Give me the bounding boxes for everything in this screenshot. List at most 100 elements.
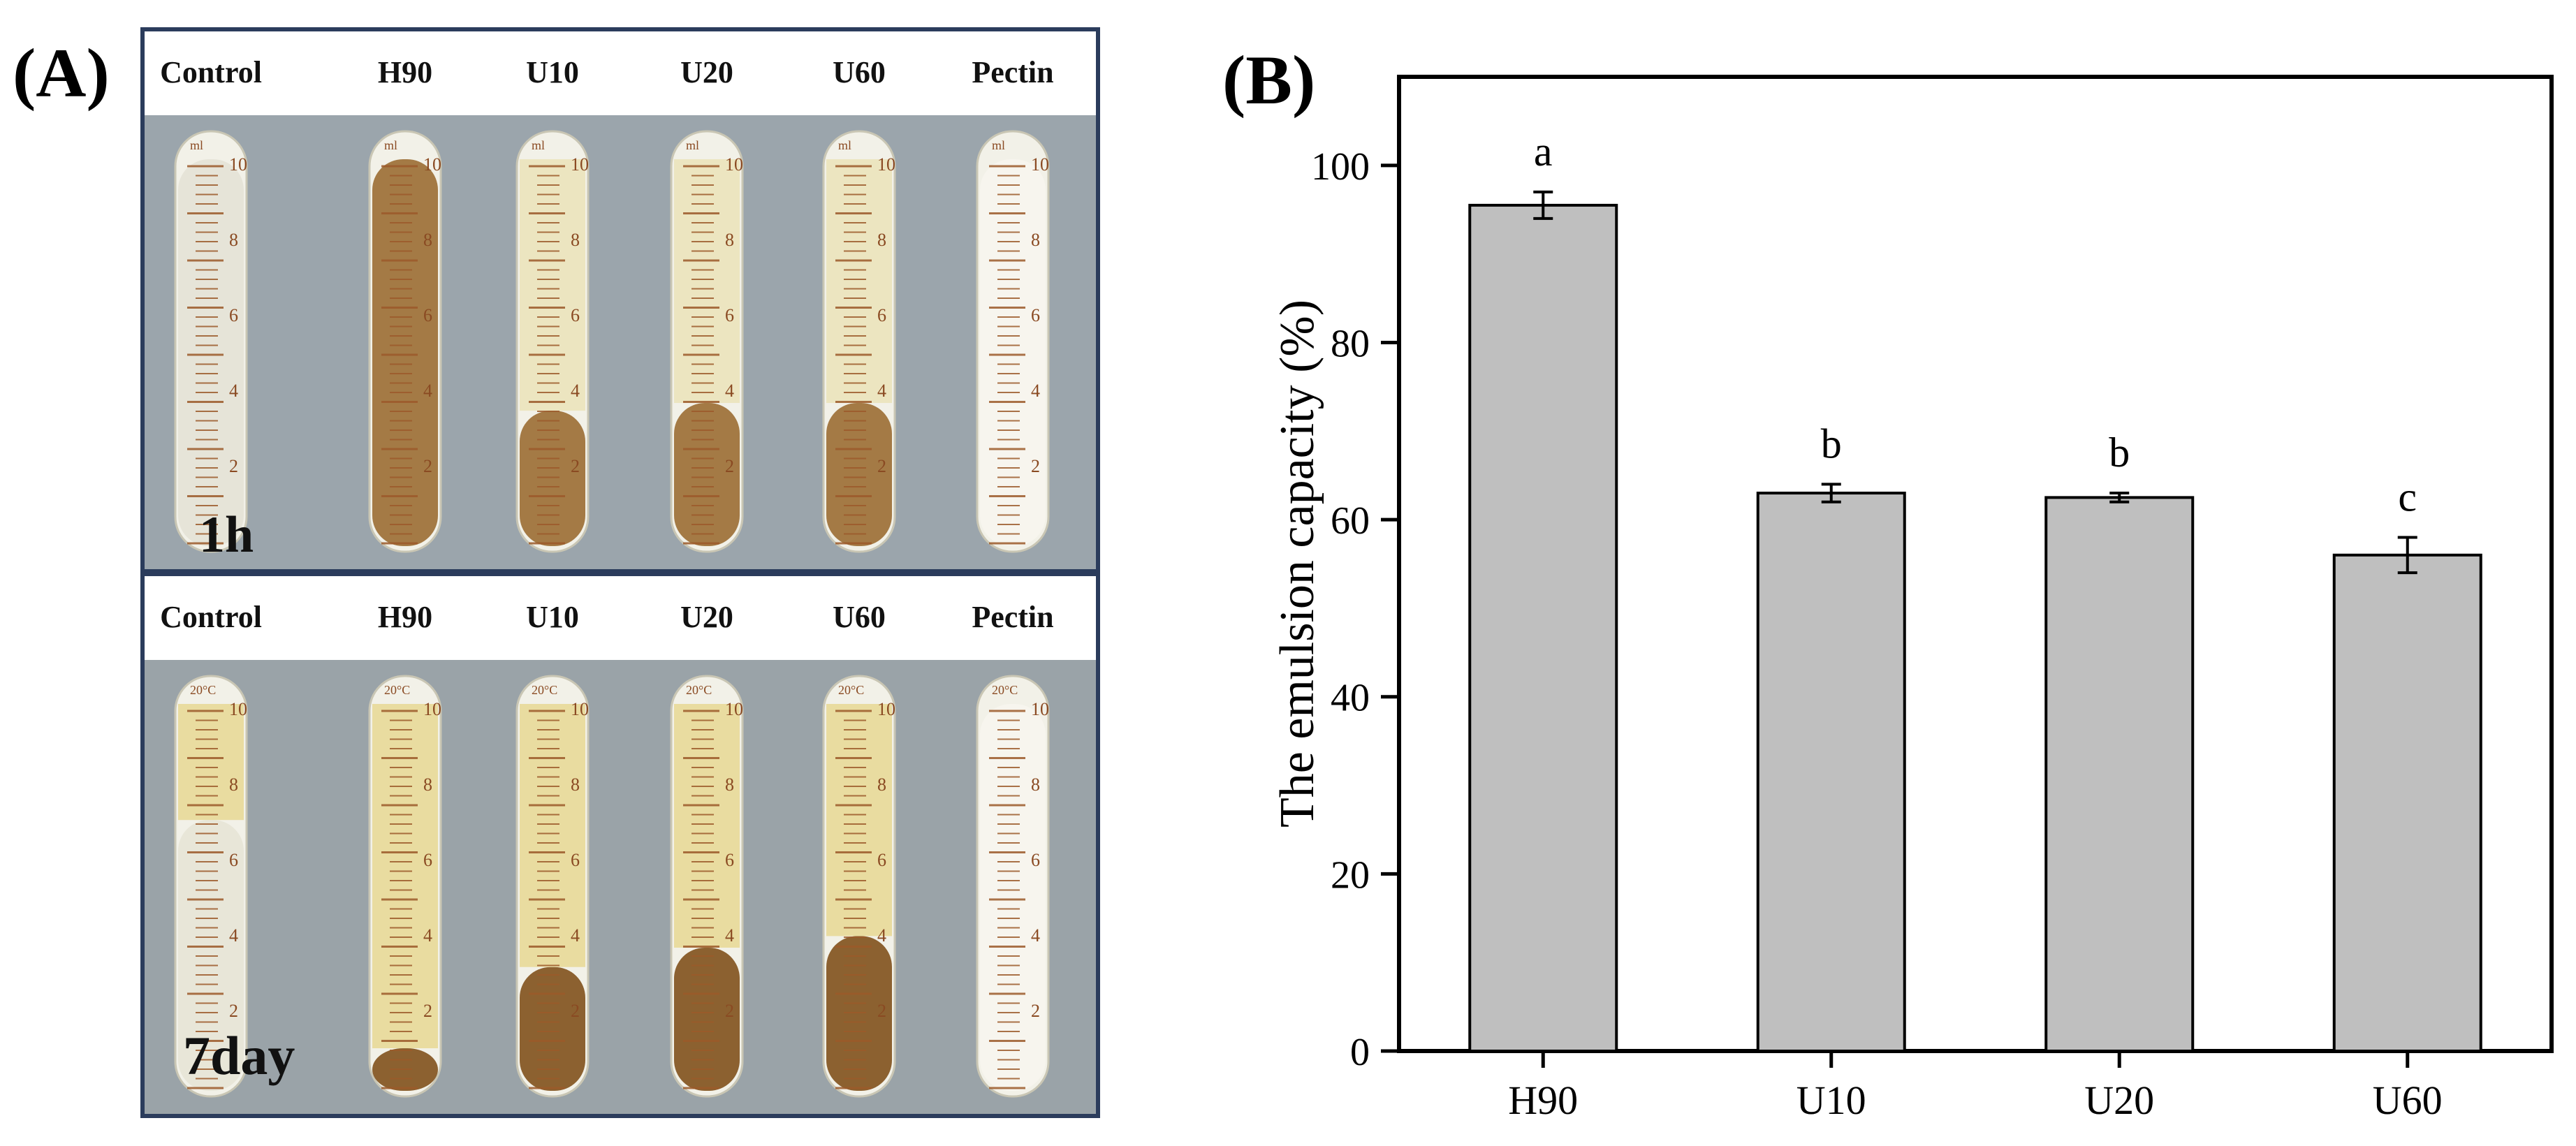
tube-label-row-7day: Control H90 U10 U20 U60 Pectin [160, 600, 1054, 634]
liquid-layer-cream [826, 159, 892, 404]
y-axis-label: The emulsion capacity (%) [1271, 300, 1324, 828]
graduation-number: 10 [1031, 154, 1049, 175]
liquid-layer-brown [826, 403, 892, 546]
tube-label-u10: U10 [526, 600, 579, 634]
tube-marking: ml [532, 138, 545, 152]
x-tick-label-u10: U10 [1796, 1078, 1866, 1123]
tube-label-row-1h: Control H90 U10 U20 U60 Pectin [160, 55, 1054, 89]
graduation-number: 10 [423, 154, 441, 175]
graduation-number: 2 [725, 1001, 734, 1021]
bar-u60 [2332, 553, 2482, 1052]
graduation-number: 2 [877, 1001, 886, 1021]
y-tick-label: 40 [1331, 677, 1370, 720]
liquid-layer-cream [520, 704, 585, 967]
graduation-number: 4 [877, 381, 886, 401]
test-tube: 2 4 6 8 10 ml [670, 130, 744, 553]
graduation-number: 4 [877, 925, 886, 946]
tube-label-pectin: Pectin [972, 55, 1053, 89]
liquid-layer-brown [372, 159, 438, 546]
x-axis: H90 U10 U20 U60 [1508, 1051, 2443, 1123]
photo-row-7day: Control H90 U10 U20 U60 Pectin 2 4 6 8 10 20°C 2 4 6 8… [140, 572, 1100, 1118]
bar-series: a b b c [1468, 128, 2482, 1052]
graduation-number: 4 [229, 381, 238, 401]
graduation-number: 6 [725, 305, 734, 325]
photo-background-1h [145, 115, 1096, 569]
tube-label-u10: U10 [526, 55, 579, 89]
graduation-number: 10 [229, 154, 247, 175]
time-label-7day: 7day [183, 1025, 295, 1086]
liquid-layer-cream [520, 159, 585, 411]
significance-letter-h90: a [1534, 128, 1553, 175]
graduation-number: 2 [229, 456, 238, 476]
tube-group-7day: 2 4 6 8 10 20°C 2 4 6 8 10 20°C 2 4 6 8 10 20°C 2 4 6 8 10 20°C… [174, 675, 1050, 1098]
graduation-number: 8 [877, 774, 886, 795]
plot-area-frame [1397, 75, 2554, 1053]
graduation-number: 4 [725, 925, 734, 946]
photo-row-1h: Control H90 U10 U20 U60 Pectin 2 4 6 8 10 ml 2 4 6 8 10… [140, 27, 1100, 573]
test-tube: 2 4 6 8 10 ml [822, 130, 896, 553]
test-tube: 2 4 6 8 10 ml [515, 130, 590, 553]
graduation-number: 10 [877, 154, 895, 175]
graduation-number: 10 [877, 699, 895, 719]
graduation-number: 6 [725, 850, 734, 870]
graduation-number: 8 [229, 230, 238, 250]
panel-b-bar-chart: (B) 0 20 40 60 80 100 H90 U10 U20 U60 a b b c The e… [1222, 41, 2554, 1123]
tube-label-u60: U60 [833, 55, 886, 89]
graduation-number: 4 [1031, 381, 1040, 401]
tube-label-h90: H90 [378, 600, 432, 634]
graduation-number: 2 [423, 456, 432, 476]
test-tube: 2 4 6 8 10 20°C [822, 675, 896, 1098]
tube-label-u20: U20 [680, 55, 733, 89]
tube-marking: 20°C [190, 683, 216, 697]
graduation-number: 2 [229, 1001, 238, 1021]
time-label-1h: 1h [199, 506, 254, 564]
liquid-layer-brown [826, 936, 892, 1091]
graduation-number: 6 [1031, 850, 1040, 870]
graduation-number: 8 [1031, 230, 1040, 250]
graduation-number: 2 [725, 456, 734, 476]
liquid-layer-brown [674, 948, 740, 1091]
panel-a-label: (A) [13, 34, 110, 112]
panel-b-label: (B) [1222, 41, 1315, 119]
tube-marking: 20°C [686, 683, 712, 697]
graduation-number: 4 [1031, 925, 1040, 946]
panel-a-photo: (A) Control H90 U10 U20 U60 Pectin 2 4 6 8 10 ml 2 4… [13, 27, 1100, 1118]
y-tick-label: 100 [1311, 145, 1370, 189]
tube-marking: 20°C [532, 683, 557, 697]
graduation-number: 2 [423, 1001, 432, 1021]
graduation-number: 10 [1031, 699, 1049, 719]
tube-label-pectin: Pectin [972, 600, 1053, 634]
liquid-layer-brown [520, 411, 585, 546]
photo-background-7day [145, 660, 1096, 1114]
graduation-number: 10 [571, 699, 589, 719]
graduation-number: 10 [423, 699, 441, 719]
liquid-layer-brown [520, 967, 585, 1091]
graduation-number: 6 [423, 850, 432, 870]
liquid-layer-cream [674, 159, 740, 404]
bar-u10 [1756, 492, 1906, 1052]
graduation-number: 8 [571, 230, 580, 250]
graduation-number: 4 [725, 381, 734, 401]
graduation-number: 8 [877, 230, 886, 250]
graduation-number: 6 [229, 850, 238, 870]
liquid-layer-cream [826, 704, 892, 936]
bar-u20 [2044, 496, 2195, 1052]
liquid-layer-cream [178, 704, 244, 821]
graduation-number: 4 [571, 381, 580, 401]
tube-marking: ml [190, 138, 203, 152]
graduation-number: 6 [877, 305, 886, 325]
test-tube: 2 4 6 8 10 20°C [670, 675, 744, 1098]
graduation-number: 8 [229, 774, 238, 795]
tube-marking: 20°C [838, 683, 864, 697]
test-tube: 2 4 6 8 10 ml [976, 130, 1050, 553]
graduation-number: 4 [423, 381, 432, 401]
graduation-number: 8 [725, 230, 734, 250]
y-tick-label: 80 [1331, 322, 1370, 365]
x-tick-label-h90: H90 [1508, 1078, 1578, 1123]
tube-marking: 20°C [384, 683, 410, 697]
graduation-number: 4 [229, 925, 238, 946]
graduation-number: 2 [1031, 1001, 1040, 1021]
test-tube: 2 4 6 8 10 ml [368, 130, 442, 553]
graduation-number: 6 [571, 850, 580, 870]
